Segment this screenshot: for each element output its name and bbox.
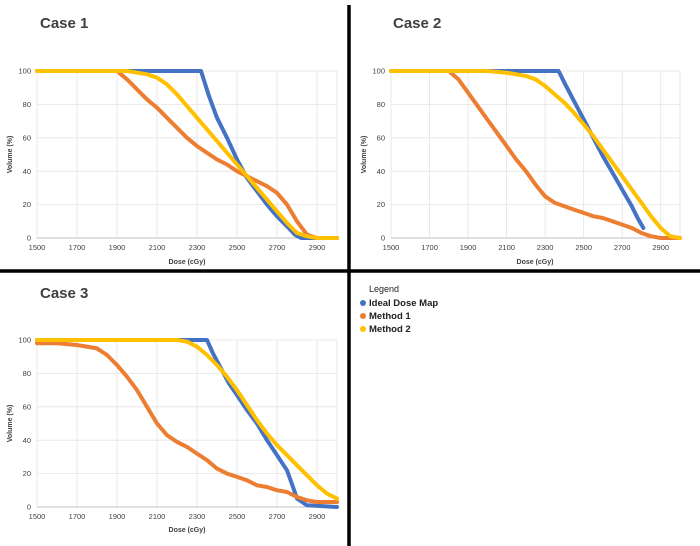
case-3-chart: Case 3 1500 1700 1900 2100 2300 2500 2700 2900 0 2… [7,285,339,534]
case-1-x-tick-label: 1700 [69,243,86,252]
case-1-series-method-2 [35,69,339,240]
case-3-y-tick-label: 80 [23,369,31,378]
case-1-x-tick-label: 1500 [29,243,46,252]
case-1-x-tick-label: 2300 [189,243,206,252]
case-3-y-tick-label: 60 [23,402,31,411]
case-1-y-tick-label: 40 [23,167,31,176]
case-1-x-tick-label: 2900 [309,243,326,252]
case-3-x-tick-label: 2300 [189,512,206,521]
case-3-x-tick-label: 2100 [149,512,166,521]
case-3-y-tick-label: 0 [27,503,31,512]
case-3-x-tick-label: 2700 [269,512,286,521]
case-3-y-tick-label: 40 [23,436,31,445]
case-2-x-tick-label: 2900 [652,243,669,252]
case-2-x-axis-label: Dose (cGy) [517,259,554,266]
case-3-x-tick-label: 1900 [109,512,126,521]
case-3-y-tick-label: 100 [18,336,31,345]
legend-label-ideal-dose-map: Ideal Dose Map [369,298,438,309]
case-1-x-tick-label: 1900 [109,243,126,252]
case-1-y-tick-label: 80 [23,100,31,109]
legend-item-ideal-dose-map: Ideal Dose Map [360,298,438,309]
case-1-y-tick-label: 20 [23,200,31,209]
case-2-x-tick-label: 1500 [383,243,400,252]
case-3-series-method-1 [35,341,339,504]
case-2-y-tick-label: 60 [377,133,385,142]
case-2-x-tick-label: 2300 [537,243,554,252]
case-1-title: Case 1 [40,15,88,32]
case-2-chart: Case 2 1500 1700 1900 2100 2300 2500 2700 2900 0 2… [361,15,682,266]
legend-marker-ideal-dose-map [360,300,366,306]
case-2-y-tick-label: 0 [381,234,385,243]
case-2-y-tick-label: 20 [377,200,385,209]
case-3-x-tick-label: 1700 [69,512,86,521]
case-3-y-tick-label: 20 [23,469,31,478]
case-2-x-tick-label: 2500 [575,243,592,252]
case-1-x-tick-label: 2700 [269,243,286,252]
case-2-y-tick-label: 40 [377,167,385,176]
legend-label-method-2: Method 2 [369,324,411,335]
case-1-x-axis-label: Dose (cGy) [169,259,206,266]
case-2-x-tick-label: 1700 [421,243,438,252]
case-3-x-axis-label: Dose (cGy) [169,527,206,534]
legend-marker-method-1 [360,313,366,319]
legend: Legend Ideal Dose Map Method 1 Method 2 [360,284,438,335]
case-3-y-axis-label: Volume (%) [7,405,14,443]
case-2-y-axis-label: Volume (%) [361,136,368,174]
case-3-title: Case 3 [40,285,88,302]
case-2-y-tick-label: 100 [372,67,385,76]
case-1-y-tick-label: 60 [23,133,31,142]
case-2-title: Case 2 [393,15,441,32]
legend-marker-method-2 [360,326,366,332]
case-2-x-tick-label: 2100 [498,243,515,252]
case-2-series-method-2 [389,69,682,240]
case-2-series-method-1 [389,69,682,240]
case-1-chart: Case 1 1500 1700 1900 2100 2300 2500 2700 2900 0 2… [7,15,339,266]
case-2-x-tick-label: 2700 [614,243,631,252]
legend-title: Legend [369,284,399,294]
case-3-x-tick-label: 1500 [29,512,46,521]
case-1-y-tick-label: 100 [18,67,31,76]
case-3-series-ideal-dose-map [35,338,339,509]
case-1-x-tick-label: 2100 [149,243,166,252]
case-2-series-ideal-dose-map [389,69,646,230]
case-1-x-tick-label: 2500 [229,243,246,252]
case-3-series-method-2 [35,338,339,501]
case-1-y-axis-label: Volume (%) [7,136,14,174]
case-2-y-tick-label: 80 [377,100,385,109]
case-1-series-method-1 [35,69,339,240]
case-2-x-tick-label: 1900 [460,243,477,252]
legend-item-method-2: Method 2 [360,324,411,335]
case-3-x-tick-label: 2500 [229,512,246,521]
case-3-x-tick-label: 2900 [309,512,326,521]
legend-item-method-1: Method 1 [360,311,411,322]
legend-label-method-1: Method 1 [369,311,411,322]
case-1-y-tick-label: 0 [27,234,31,243]
